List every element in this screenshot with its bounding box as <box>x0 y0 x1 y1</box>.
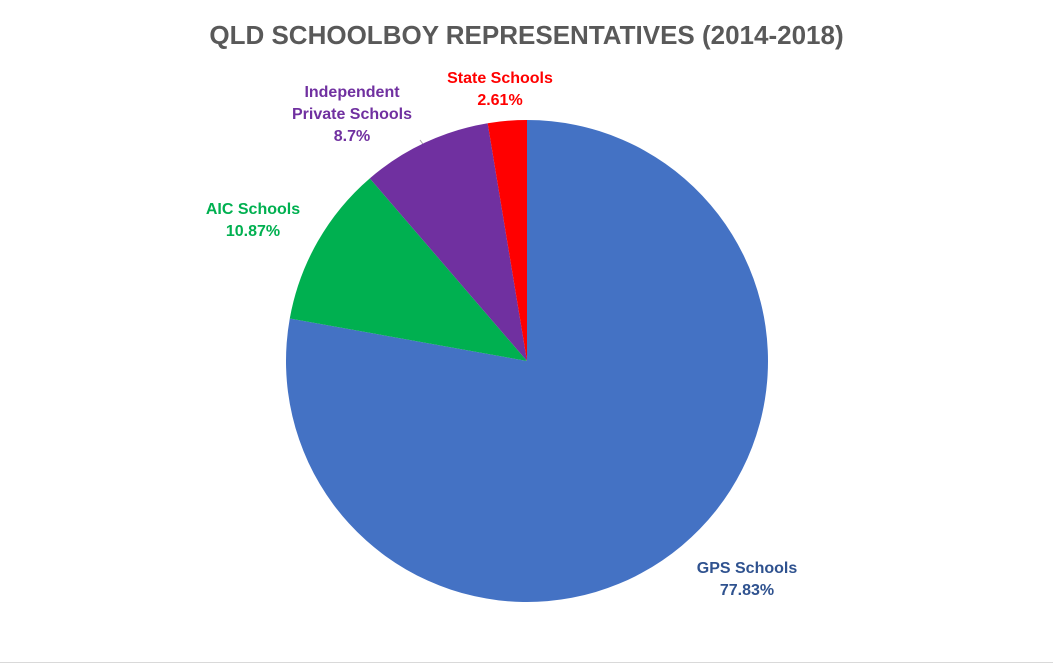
slice-value: 2.61% <box>477 92 523 109</box>
data-label: GPS Schools 77.83% <box>667 558 827 602</box>
slice-name: AIC Schools <box>205 201 301 218</box>
pie-slice <box>289 178 527 361</box>
slice-name: State Schools <box>447 70 553 87</box>
chart-title: QLD SCHOOLBOY REPRESENTATIVES (2014-2018… <box>209 20 844 50</box>
slice-value: 8.7% <box>333 128 371 145</box>
slice-value: 77.83% <box>719 582 775 599</box>
pie-slice <box>487 120 527 361</box>
slice-value: 10.87% <box>225 223 281 240</box>
pie-slice <box>369 123 527 361</box>
data-label: State Schools 2.61% <box>420 68 580 112</box>
slice-name: GPS Schools <box>696 560 798 577</box>
data-label: AIC Schools 10.87% <box>173 199 333 243</box>
slice-name: Independent Private Schools <box>291 84 413 123</box>
data-label: Independent Private Schools 8.7% <box>277 82 427 148</box>
